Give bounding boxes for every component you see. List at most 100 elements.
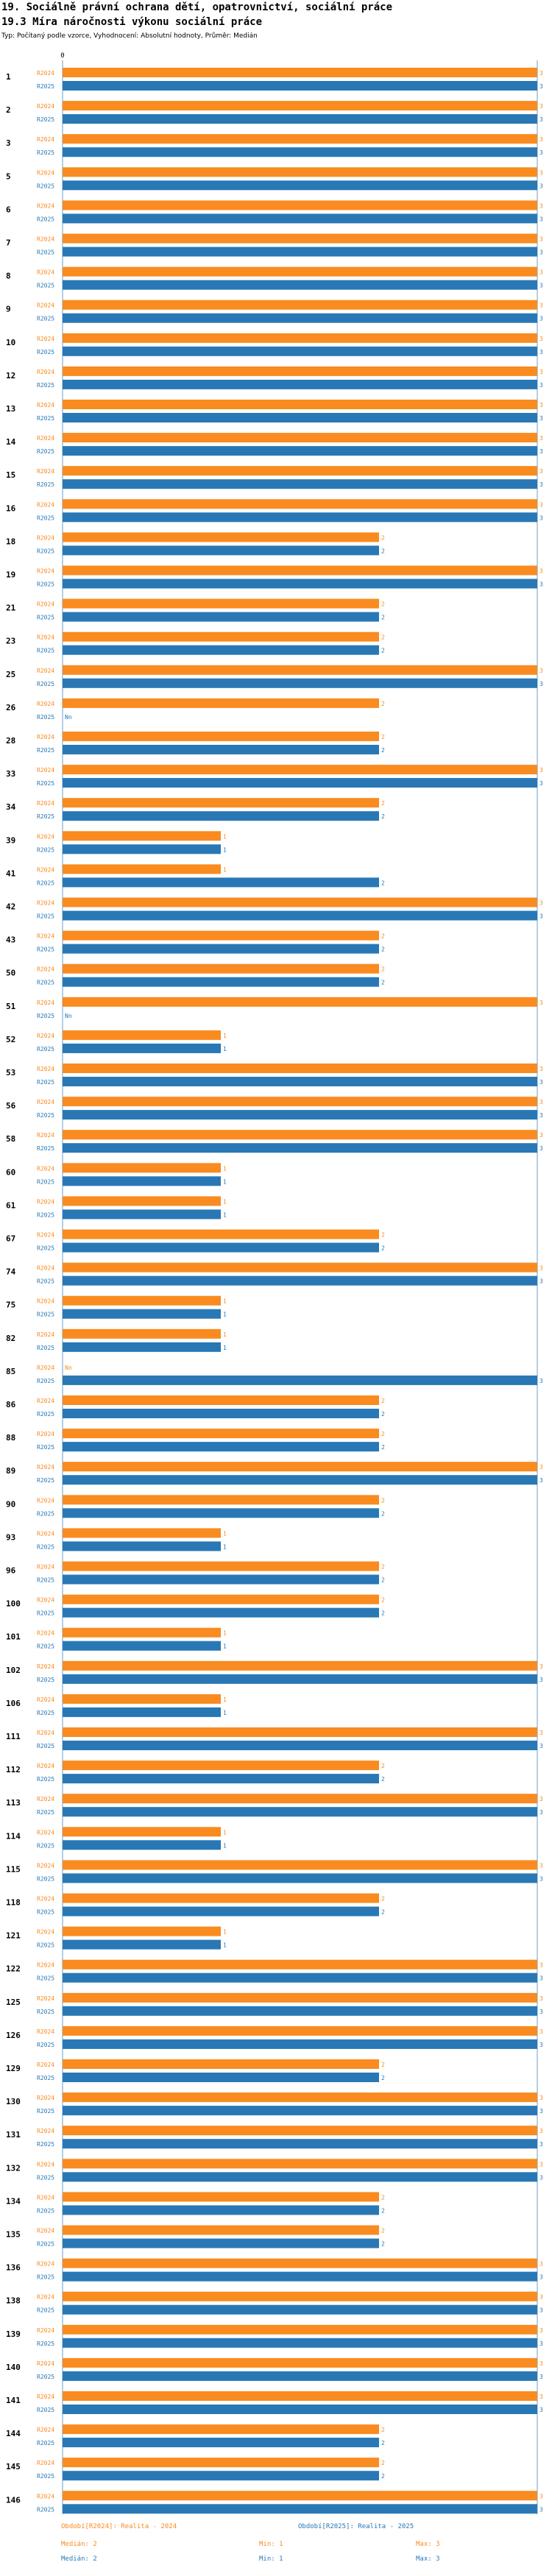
legend-r2024-median: Medián: 2 xyxy=(61,2541,97,2548)
value-label: 1 xyxy=(223,1829,227,1836)
legend-r2025-label: Období[R2025]: Realita - 2025 xyxy=(298,2523,414,2530)
value-label: 3 xyxy=(539,269,543,276)
category-label: 113 xyxy=(6,1798,21,1808)
bar xyxy=(63,433,537,443)
bar xyxy=(63,1495,379,1505)
value-label: 2 xyxy=(381,548,385,554)
bar xyxy=(63,1242,379,1253)
value-label: 3 xyxy=(539,1995,543,2002)
bar xyxy=(63,631,379,642)
bar xyxy=(63,844,221,854)
series-label: R2025 xyxy=(37,316,54,322)
bar xyxy=(63,1163,221,1173)
series-label: R2024 xyxy=(37,1530,54,1537)
bar xyxy=(63,1827,221,1837)
series-label: R2025 xyxy=(37,1510,54,1517)
series-label: R2024 xyxy=(37,1597,54,1604)
series-label: R2025 xyxy=(37,880,54,886)
category-label: 39 xyxy=(6,835,15,845)
bar xyxy=(63,1196,221,1206)
series-label: R2025 xyxy=(37,813,54,820)
value-label: 2 xyxy=(381,2228,385,2234)
category-label: 118 xyxy=(6,1898,21,1908)
bar xyxy=(63,565,537,576)
series-label: R2025 xyxy=(37,216,54,222)
bar xyxy=(63,68,537,77)
category-label: 5 xyxy=(6,171,11,181)
series-label: R2024 xyxy=(37,1265,54,1272)
value-label: 3 xyxy=(539,999,543,1006)
category-label: 111 xyxy=(6,1732,21,1741)
value-label: 3 xyxy=(539,2493,543,2499)
bar xyxy=(63,479,537,489)
series-label: R2024 xyxy=(37,2360,54,2367)
value-label: 2 xyxy=(381,1763,385,1769)
value-label: 2 xyxy=(381,800,385,807)
value-label: 3 xyxy=(539,1112,543,1119)
bar xyxy=(63,732,379,741)
bar xyxy=(63,180,537,191)
value-label: 1 xyxy=(223,1530,227,1537)
value-label: 3 xyxy=(539,2108,543,2115)
series-label: R2024 xyxy=(37,1663,54,1670)
bar xyxy=(63,2205,379,2215)
value-label: 2 xyxy=(381,880,385,886)
bar xyxy=(63,101,537,111)
bar xyxy=(63,1342,221,1352)
bar xyxy=(63,1275,537,1286)
value-label: 1 xyxy=(223,1298,227,1305)
series-label: R2024 xyxy=(37,269,54,276)
category-label: 58 xyxy=(6,1134,15,1144)
series-label: R2025 xyxy=(37,714,54,721)
bar xyxy=(63,1674,537,1684)
bar xyxy=(63,811,379,821)
category-label: 12 xyxy=(6,371,15,381)
bar xyxy=(63,1694,221,1704)
bar xyxy=(63,1030,221,1040)
category-label: 102 xyxy=(6,1666,21,1675)
value-label: 3 xyxy=(539,116,543,123)
value-label: 3 xyxy=(539,202,543,209)
series-label: R2024 xyxy=(37,302,54,309)
series-label: R2025 xyxy=(37,913,54,920)
value-label: 3 xyxy=(539,468,543,475)
bar xyxy=(63,665,537,675)
value-label: 3 xyxy=(539,70,543,77)
value-label: 1 xyxy=(223,1165,227,1172)
value-label: 2 xyxy=(381,2427,385,2433)
bar xyxy=(63,1707,221,1717)
missing-value-label: Nn xyxy=(65,1365,72,1371)
series-label: R2024 xyxy=(37,1564,54,1571)
category-label: 2 xyxy=(6,105,11,115)
series-label: R2025 xyxy=(37,250,54,256)
value-label: 3 xyxy=(539,402,543,408)
series-label: R2024 xyxy=(37,1630,54,1637)
value-label: 2 xyxy=(381,2207,385,2214)
value-label: 3 xyxy=(539,336,543,342)
bar xyxy=(63,1262,537,1273)
bar xyxy=(63,2357,537,2368)
chart-title: 19.3 Míra náročnosti výkonu sociální prá… xyxy=(1,16,263,28)
series-label: R2024 xyxy=(37,2128,54,2134)
bar xyxy=(63,266,537,277)
value-label: 2 xyxy=(381,2062,385,2068)
category-label: 90 xyxy=(6,1499,15,1509)
value-label: 3 xyxy=(539,236,543,243)
bar xyxy=(63,2371,537,2381)
value-label: 2 xyxy=(381,601,385,608)
series-label: R2025 xyxy=(37,2473,54,2480)
legend-r2025-median: Medián: 2 xyxy=(61,2555,97,2563)
series-label: R2024 xyxy=(37,169,54,176)
value-label: 2 xyxy=(381,734,385,740)
bar xyxy=(63,2025,537,2036)
series-label: R2025 xyxy=(37,2174,54,2181)
series-label: R2025 xyxy=(37,1477,54,1484)
series-label: R2024 xyxy=(37,1464,54,1471)
series-label: R2024 xyxy=(37,2294,54,2301)
series-label: R2024 xyxy=(37,1796,54,1802)
series-label: R2025 xyxy=(37,1245,54,1252)
series-label: R2024 xyxy=(37,1398,54,1404)
series-label: R2024 xyxy=(37,2427,54,2433)
series-label: R2024 xyxy=(37,136,54,143)
series-label: R2024 xyxy=(37,2194,54,2201)
